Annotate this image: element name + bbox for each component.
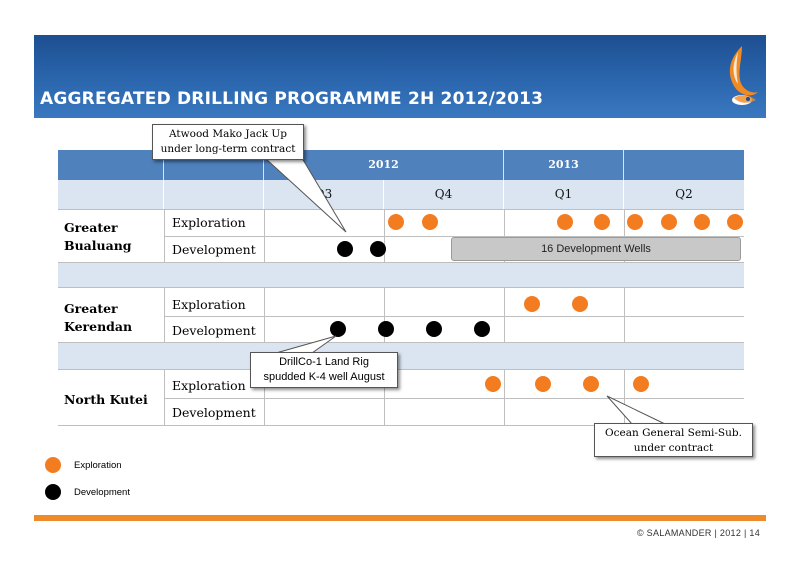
callout-line1: Atwood Mako Jack Up (169, 128, 287, 140)
exploration-well-marker (535, 376, 551, 392)
legend-development-marker (45, 484, 61, 500)
row-divider (58, 262, 744, 263)
column-divider (164, 287, 165, 342)
development-well-marker (474, 321, 490, 337)
footer-copyright: © SALAMANDER | 2012 | 14 (636, 528, 760, 538)
salamander-logo (729, 46, 758, 105)
column-divider (384, 209, 385, 262)
region-name-line1: Greater (64, 220, 118, 235)
exploration-well-marker (485, 376, 501, 392)
development-wells-bar: 16 Development Wells (451, 237, 741, 261)
column-divider (384, 369, 385, 426)
row-divider (58, 209, 744, 210)
quarter-blank-2 (164, 180, 264, 209)
callout-line1: DrillCo-1 Land Rig (279, 356, 369, 368)
atwood-callout: Atwood Mako Jack Up under long-term cont… (152, 124, 304, 160)
exploration-well-marker (524, 296, 540, 312)
legend-exploration-label: Exploration (74, 460, 122, 471)
row-label-exploration: Exploration (172, 378, 246, 393)
exploration-well-marker (572, 296, 588, 312)
row-divider (164, 398, 744, 399)
region-greater-kerendan: Greater Kerendan (64, 300, 132, 336)
quarter-q3-header: Q3 (264, 180, 384, 209)
spacer-row-1 (58, 262, 744, 287)
row-divider (164, 316, 744, 317)
region-name-line1: Greater (64, 301, 118, 316)
header-blank-1 (58, 150, 164, 180)
region-name-line2: Bualuang (64, 238, 132, 253)
column-divider (504, 369, 505, 426)
column-divider (624, 287, 625, 342)
legend-exploration-marker (45, 457, 61, 473)
development-well-marker (426, 321, 442, 337)
row-divider (164, 236, 744, 237)
callout-line2: spudded K-4 well August (263, 371, 385, 383)
column-divider (264, 209, 265, 262)
region-north-kutei: North Kutei (64, 391, 148, 409)
exploration-well-marker (727, 214, 743, 230)
row-divider (58, 342, 744, 343)
callout-line1: Ocean General Semi-Sub. (605, 427, 742, 439)
row-label-development: Development (172, 323, 256, 338)
quarter-q4-header: Q4 (384, 180, 504, 209)
development-well-marker (337, 241, 353, 257)
row-label-exploration: Exploration (172, 297, 246, 312)
header-band (34, 35, 766, 118)
footer-accent-bar (34, 515, 766, 521)
spacer-row-2 (58, 342, 744, 369)
column-divider (624, 209, 625, 262)
callout-line2: under long-term contract (160, 143, 296, 155)
row-label-development: Development (172, 405, 256, 420)
row-divider (58, 287, 744, 288)
development-well-marker (370, 241, 386, 257)
column-divider (624, 369, 625, 426)
exploration-well-marker (422, 214, 438, 230)
drilling-schedule-table: 2012 2013 Q3 Q4 Q1 Q2 (58, 150, 744, 426)
column-divider (164, 209, 165, 262)
development-well-marker (378, 321, 394, 337)
exploration-well-marker (388, 214, 404, 230)
row-divider (58, 369, 744, 370)
column-divider (504, 287, 505, 342)
quarter-q2-header: Q2 (624, 180, 744, 209)
region-greater-bualuang: Greater Bualuang (64, 219, 132, 255)
exploration-well-marker (557, 214, 573, 230)
row-label-exploration: Exploration (172, 215, 246, 230)
quarter-q1-header: Q1 (504, 180, 624, 209)
header-blank-3 (624, 150, 744, 180)
row-label-development: Development (172, 242, 256, 257)
exploration-well-marker (633, 376, 649, 392)
exploration-well-marker (661, 214, 677, 230)
exploration-well-marker (594, 214, 610, 230)
year-2013-header: 2013 (504, 150, 624, 180)
callout-line2: under contract (633, 442, 714, 454)
legend-development-label: Development (74, 487, 130, 498)
region-name-line1: North Kutei (64, 392, 148, 407)
quarter-blank-1 (58, 180, 164, 209)
row-divider (58, 425, 744, 426)
ocean-callout: Ocean General Semi-Sub. under contract (594, 423, 753, 457)
column-divider (164, 369, 165, 426)
column-divider (504, 209, 505, 262)
exploration-well-marker (694, 214, 710, 230)
exploration-well-marker (627, 214, 643, 230)
development-well-marker (330, 321, 346, 337)
slide-title: AGGREGATED DRILLING PROGRAMME 2H 2012/20… (40, 89, 544, 109)
column-divider (384, 287, 385, 342)
exploration-well-marker (583, 376, 599, 392)
column-divider (264, 287, 265, 342)
column-divider (264, 369, 265, 426)
drillco-callout: DrillCo-1 Land Rig spudded K-4 well Augu… (250, 352, 398, 388)
region-name-line2: Kerendan (64, 319, 133, 334)
